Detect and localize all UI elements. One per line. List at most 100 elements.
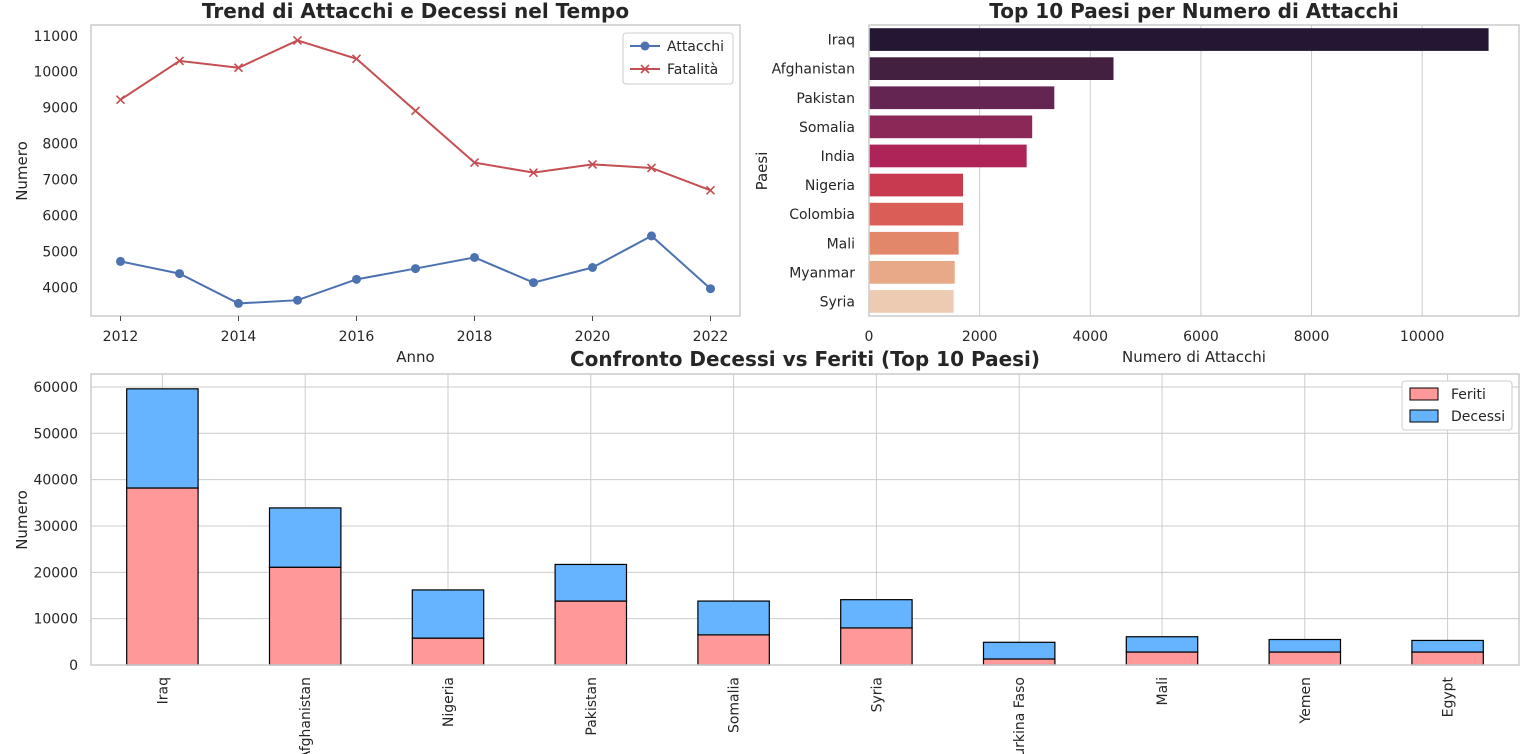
sbar-segment-1 — [554, 563, 628, 602]
sbar-segment-1 — [697, 600, 770, 636]
line-chart-xticks: 2012 2014 2016 2018 2020 2022 — [103, 316, 729, 345]
hbar-chart-bars — [869, 28, 1489, 313]
line-point-1 — [469, 158, 480, 168]
line-ytick-label: 11000 — [33, 29, 78, 45]
sbar-ytick-label: 60000 — [33, 380, 78, 396]
line-point-0 — [470, 252, 479, 262]
line-point-0 — [647, 231, 656, 241]
hbar-xtick-label: 6000 — [1183, 329, 1219, 345]
hbar-ytick-label: Afghanistan — [772, 62, 855, 78]
sbar-segment-0 — [554, 600, 628, 666]
stacked-bar-chart-frame — [90, 373, 1520, 666]
line-ytick-label: 7000 — [42, 172, 78, 188]
hbar-ytick-label: Mali — [827, 236, 855, 252]
sbar-xtick-label: Syria — [869, 677, 885, 712]
hbar-chart-yticks: Iraq Afghanistan Pakistan Somalia India Niger… — [772, 33, 856, 311]
hbar-bar — [869, 261, 955, 284]
hbar-chart-xlabel: Numero di Attacchi — [1122, 348, 1266, 366]
line-legend-label: Fatalità — [667, 62, 718, 78]
hbar-ytick-label: Myanmar — [789, 265, 855, 281]
sbar-ytick-label: 30000 — [33, 519, 78, 535]
line-point-1 — [646, 163, 657, 173]
hbar-ytick-label: Nigeria — [805, 178, 855, 194]
line-point-0 — [706, 284, 715, 294]
line-point-1 — [528, 168, 539, 178]
line-point-0 — [588, 263, 597, 272]
x-marker-stroke — [646, 163, 657, 173]
line-point-1 — [115, 95, 126, 105]
line-point-1 — [292, 35, 303, 46]
hbar-ytick-label: Somalia — [799, 120, 855, 136]
sbar-ytick-label: 10000 — [33, 612, 78, 628]
line-point-1 — [410, 106, 421, 116]
sbar-legend-label: Decessi — [1451, 409, 1505, 425]
line-xtick-label: 2018 — [457, 329, 493, 345]
sbar-segment-0 — [982, 658, 1056, 666]
sbar-legend-swatch — [1409, 387, 1439, 401]
x-marker-stroke — [469, 158, 480, 168]
hbar-chart-frame — [868, 24, 1520, 317]
sbar-segment-0 — [1125, 651, 1199, 666]
line-chart-frame — [90, 24, 741, 317]
sbar-xtick-label: Pakistan — [584, 677, 600, 736]
line-ytick-label: 5000 — [42, 244, 78, 260]
sbar-xtick-label: Iraq — [155, 677, 171, 704]
x-marker-stroke — [528, 168, 539, 178]
hbar-chart-xticks: 0 2000 4000 6000 8000 10000 — [865, 329, 1445, 345]
sbar-ytick-label: 20000 — [33, 565, 78, 581]
line-xtick-label: 2016 — [339, 329, 375, 345]
line-ytick-label: 4000 — [42, 280, 78, 296]
sbar-legend-swatch — [1409, 409, 1439, 423]
line-point-0 — [411, 264, 420, 274]
hbar-chart-panel: Top 10 Paesi per Numero di Attacchi Nume… — [753, 0, 1520, 366]
sbar-xtick-label: Egypt — [1441, 677, 1457, 718]
line-chart-yticks: 4000 5000 6000 7000 8000 9000 10000 11000 — [33, 29, 78, 296]
sbar-segment-0 — [1411, 651, 1484, 666]
hbar-ytick-label: Pakistan — [796, 91, 855, 107]
line-chart-panel: Trend di Attacchi e Decessi nel Tempo An… — [13, 0, 741, 366]
line-xtick-label: 2022 — [693, 329, 729, 345]
hbar-bar — [869, 57, 1114, 80]
line-series-1 — [119, 39, 711, 192]
sbar-segment-0 — [697, 634, 770, 666]
line-legend-label: Attacchi — [667, 39, 724, 55]
sbar-xtick-label: Somalia — [727, 677, 743, 733]
sbar-segment-1 — [411, 589, 485, 639]
sbar-segment-1 — [840, 599, 913, 629]
stacked-bar-chart-bars — [126, 388, 1484, 666]
sbar-segment-0 — [840, 627, 913, 666]
hbar-bar — [869, 202, 964, 226]
line-chart-xlabel: Anno — [396, 348, 434, 366]
sbar-segment-1 — [1125, 636, 1199, 653]
sbar-xtick-label: Afghanistan — [298, 677, 314, 754]
line-legend-marker — [640, 41, 650, 51]
line-ytick-label: 9000 — [42, 101, 78, 117]
stacked-bar-chart-xticks: Iraq Afghanistan Nigeria Pakistan Somalia Syr… — [155, 677, 1456, 754]
sbar-ytick-label: 0 — [69, 658, 78, 674]
line-ytick-label: 10000 — [33, 65, 78, 81]
line-point-0 — [234, 298, 243, 308]
hbar-xtick-label: 10000 — [1400, 329, 1445, 345]
hbar-bar — [869, 173, 964, 197]
hbar-bar — [869, 231, 959, 255]
sbar-segment-1 — [268, 507, 342, 568]
sbar-xtick-label: Mali — [1155, 677, 1171, 705]
line-point-1 — [351, 54, 362, 64]
line-chart-legend: Attacchi Fatalità — [622, 32, 734, 85]
hbar-bar — [869, 290, 954, 313]
line-ytick-label: 8000 — [42, 137, 78, 153]
x-marker-stroke — [174, 56, 185, 66]
hbar-ytick-label: India — [821, 149, 855, 165]
x-marker-stroke — [115, 95, 126, 105]
line-point-0 — [116, 256, 125, 266]
sbar-legend-label: Feriti — [1451, 387, 1486, 403]
sbar-segment-1 — [1268, 638, 1342, 653]
stacked-bar-chart-title: Confronto Decessi vs Feriti (Top 10 Paes… — [570, 347, 1040, 371]
line-xtick-label: 2020 — [575, 329, 611, 345]
sbar-segment-0 — [126, 487, 199, 666]
hbar-ytick-label: Iraq — [828, 33, 855, 49]
hbar-bar — [869, 86, 1055, 110]
sbar-segment-0 — [268, 566, 342, 666]
hbar-chart-ylabel: Paesi — [753, 152, 771, 191]
